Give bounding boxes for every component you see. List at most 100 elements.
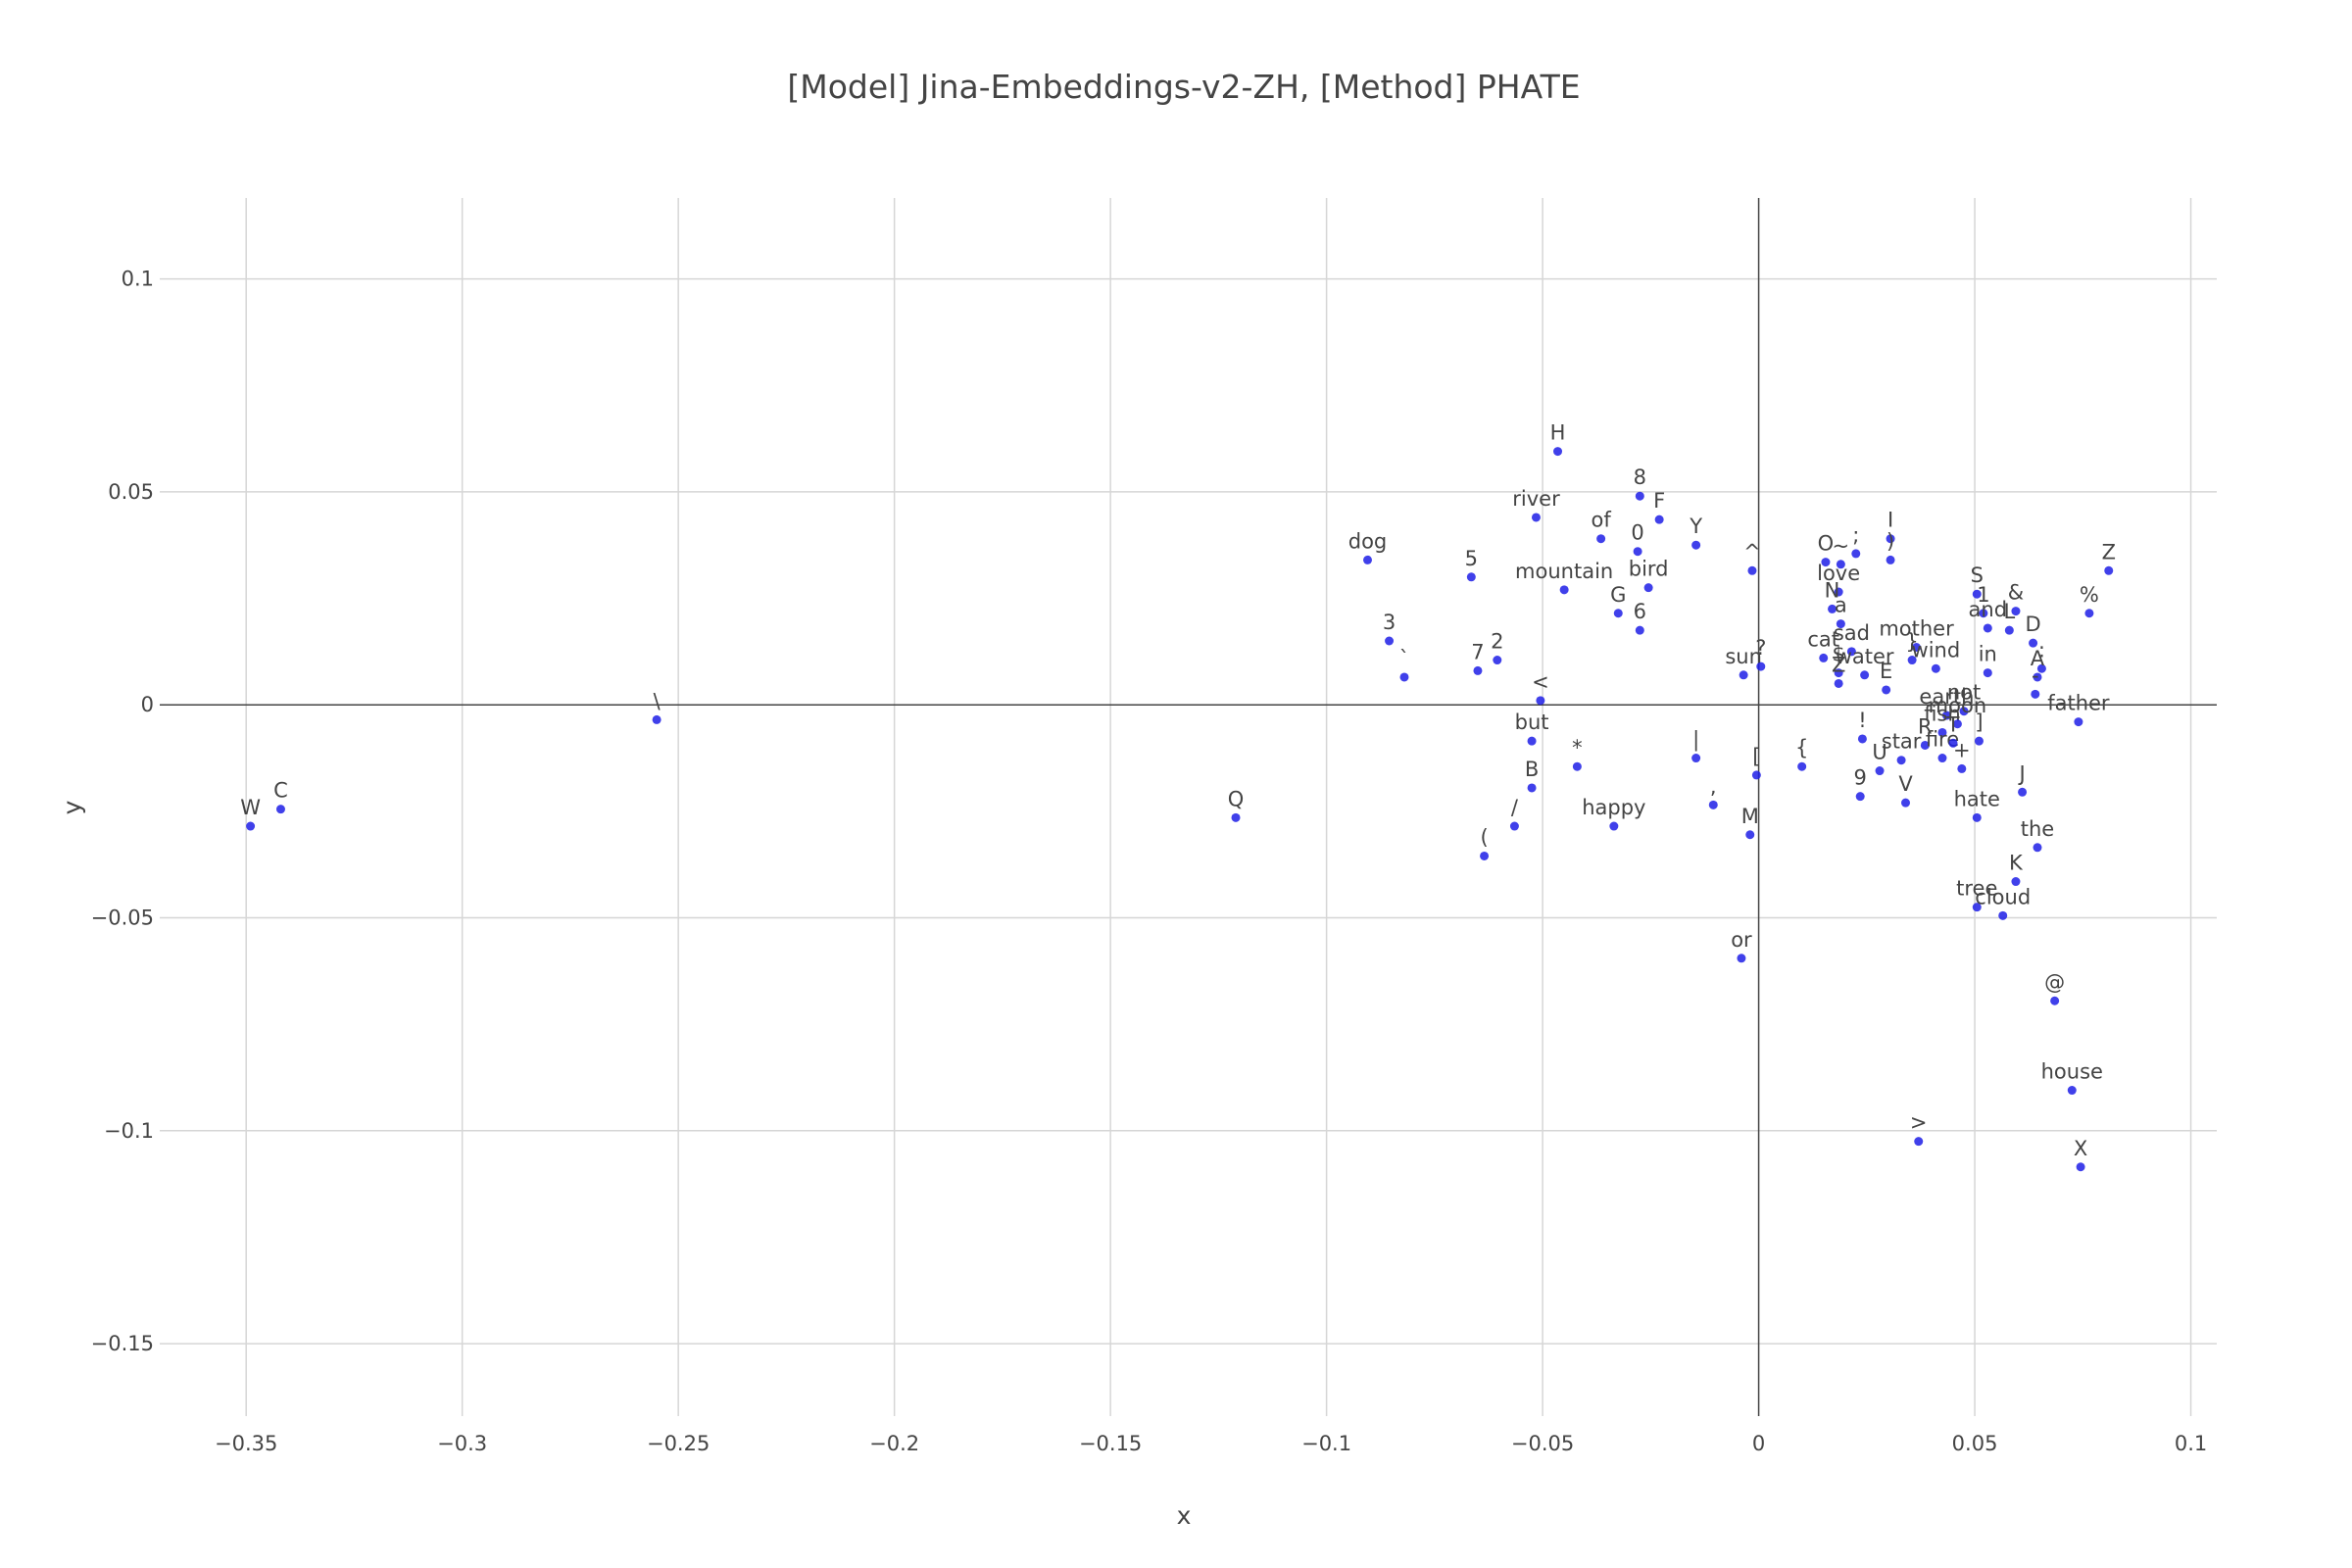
data-point — [1635, 625, 1644, 635]
data-point — [1527, 736, 1537, 746]
data-point-label: [ — [1752, 745, 1760, 768]
data-point-label: > — [1910, 1111, 1928, 1135]
data-point-label: / — [1511, 796, 1519, 819]
data-point — [1708, 800, 1718, 809]
data-point-label: 1 — [1977, 583, 1989, 607]
data-point — [1952, 719, 1962, 729]
data-point — [1480, 851, 1490, 860]
x-tick-label: −0.05 — [1511, 1432, 1574, 1455]
data-point — [1912, 643, 1922, 653]
data-point-label: K — [2009, 852, 2024, 875]
data-point — [2011, 607, 2021, 616]
data-point — [1974, 736, 1984, 746]
data-point-label: ^ — [1743, 540, 1761, 564]
x-tick-label: −0.15 — [1079, 1432, 1142, 1455]
data-point-label: hate — [1954, 787, 2000, 810]
data-point-label: river — [1512, 487, 1560, 511]
data-point-label: C — [273, 779, 288, 803]
x-tick-label: −0.3 — [437, 1432, 487, 1455]
x-tick-label: −0.2 — [869, 1432, 919, 1455]
data-point — [1531, 513, 1541, 522]
data-point-label: , — [1710, 774, 1717, 798]
data-point — [1739, 670, 1748, 680]
x-tick-label: −0.25 — [647, 1432, 710, 1455]
data-point-label: love — [1817, 562, 1860, 585]
data-point-label: 6 — [1634, 600, 1646, 623]
data-point — [1596, 534, 1606, 544]
data-point-label: moon — [1929, 694, 1986, 717]
data-point-label: a — [1835, 594, 1847, 617]
data-point — [2074, 717, 2083, 727]
y-tick-label: −0.15 — [91, 1332, 154, 1355]
data-point — [1691, 754, 1701, 763]
data-point — [2084, 609, 2094, 618]
data-point — [1834, 678, 1843, 688]
data-point — [246, 821, 256, 831]
data-point — [1855, 792, 1865, 802]
data-point — [2033, 843, 2042, 853]
data-point-label: of — [1591, 509, 1611, 532]
data-point-label: Y — [1689, 514, 1702, 538]
data-point — [1363, 555, 1373, 564]
data-point-label: the — [2021, 817, 2054, 841]
data-point-label: ; — [1852, 523, 1859, 547]
data-point — [1857, 734, 1867, 744]
data-point-label: G — [1610, 583, 1626, 607]
data-point-label: Z — [2102, 540, 2116, 564]
data-point — [1972, 812, 1982, 822]
data-point-label: T — [1946, 712, 1960, 736]
data-point-label: $ — [1832, 643, 1844, 666]
data-point — [1834, 668, 1843, 678]
data-point — [1998, 910, 2008, 920]
data-point-label: * — [1572, 736, 1583, 760]
data-point-label: M — [1741, 805, 1759, 828]
data-point — [1948, 738, 1958, 748]
data-point — [1914, 1137, 1924, 1147]
data-point — [1553, 447, 1563, 457]
data-point — [1797, 761, 1807, 771]
data-point — [1654, 514, 1664, 524]
data-point-label: in — [1979, 643, 1997, 666]
data-point-label: U — [1872, 741, 1886, 764]
data-point-label: father — [2047, 692, 2110, 715]
data-point-label: 7 — [1471, 640, 1484, 663]
data-point-label: & — [2008, 581, 2024, 605]
data-point-label: - — [2032, 663, 2039, 687]
data-point-label: bird — [1629, 558, 1669, 581]
data-point — [1493, 656, 1502, 665]
data-point — [1896, 756, 1906, 765]
data-point — [1751, 770, 1761, 780]
data-point-label: R — [1918, 714, 1933, 738]
data-point-label: 8 — [1634, 466, 1646, 489]
data-point-label: % — [2080, 583, 2099, 607]
data-point — [1886, 555, 1895, 564]
data-point-label: W — [240, 796, 261, 819]
data-point-label: ( — [1480, 825, 1488, 849]
data-point — [2036, 663, 2046, 673]
data-point-label: V — [1898, 772, 1913, 796]
data-point-label: or — [1731, 928, 1752, 952]
x-axis-title: x — [1177, 1501, 1192, 1530]
data-point — [1959, 707, 1969, 716]
data-point — [1527, 783, 1537, 793]
data-point — [1643, 583, 1653, 593]
y-tick-label: −0.1 — [104, 1119, 154, 1143]
data-point-label: B — [1525, 758, 1539, 781]
data-point — [2018, 787, 2028, 797]
data-point-label: house — [2041, 1060, 2103, 1084]
data-point — [2011, 877, 2021, 887]
data-point — [1756, 662, 1766, 671]
data-point — [2031, 689, 2040, 699]
data-point-label: ? — [1755, 636, 1766, 660]
data-point — [275, 805, 285, 814]
data-point — [1957, 763, 1967, 773]
data-point-label: \ — [654, 689, 662, 712]
data-point-label: N — [1825, 578, 1840, 602]
data-point-label: 0 — [1631, 521, 1643, 545]
data-point — [1901, 798, 1911, 808]
data-point-label: } — [1905, 630, 1918, 654]
y-tick-label: 0.1 — [122, 268, 154, 291]
data-point-label: L — [2003, 600, 2015, 623]
data-point — [1882, 685, 1891, 695]
data-point-label: tree — [1956, 877, 1997, 901]
